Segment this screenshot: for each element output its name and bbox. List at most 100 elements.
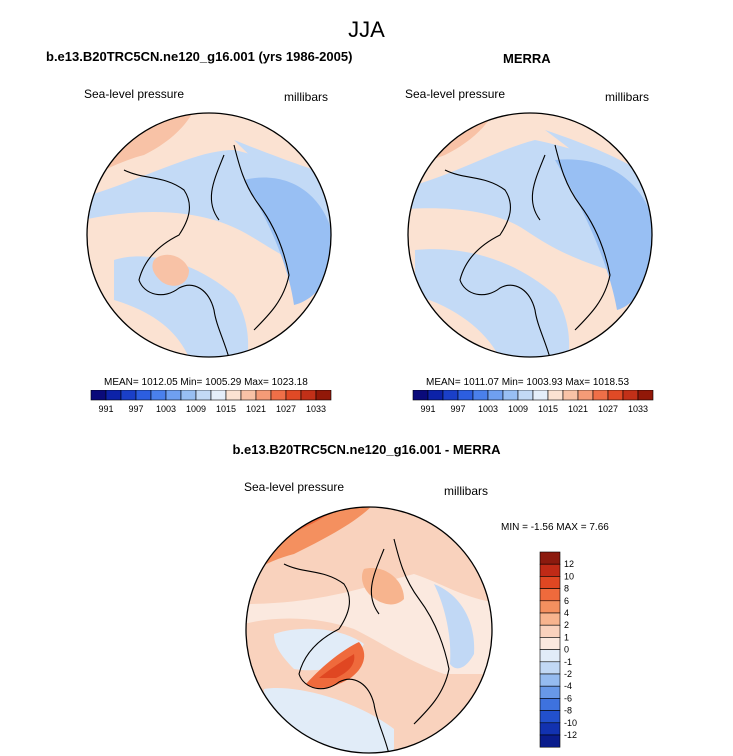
panel-3-colorbar-tick-12: -8 <box>564 706 572 716</box>
panel-2-colorbar-tick-2: 1003 <box>478 404 498 414</box>
panel-1-colorbar-tick-5: 1021 <box>246 404 266 414</box>
panel-3-colorbar-box-2 <box>539 576 561 589</box>
panel-3-stats: MIN = -1.56 MAX = 7.66 <box>501 522 609 533</box>
panel-2-colorbar-box-9 <box>547 390 564 401</box>
panel-3-colorbar-box-9 <box>539 661 561 675</box>
panel-2-colorbar-box-2 <box>442 390 459 401</box>
panel-1-colorbar-box-0 <box>90 390 107 401</box>
panel-2-units-label: millibars <box>605 90 650 104</box>
panel-1-colorbar-box-1 <box>105 390 122 401</box>
panel-2-colorbar-tick-0: 991 <box>420 404 435 414</box>
panel-3-colorbar-tick-8: -1 <box>564 657 572 667</box>
panel-1-band-high-3 <box>152 254 189 286</box>
panel-2-colorbar-tick-6: 1027 <box>598 404 618 414</box>
panel-3-colorbar-box-0 <box>539 551 561 565</box>
panel-2-colorbar-box-7 <box>517 390 534 401</box>
panel-2-colorbar-box-10 <box>562 390 579 401</box>
panel-3-colorbar-tick-14: -12 <box>564 730 577 740</box>
panel-1-colorbar-tick-4: 1015 <box>216 404 236 414</box>
panel-3-colorbar-box-6 <box>539 624 561 638</box>
panel-3-colorbar-tick-3: 6 <box>564 596 569 606</box>
panel-3-colorbar-box-13 <box>539 710 561 724</box>
panel-3-map-border <box>245 506 493 754</box>
panel-3-colorbar-box-8 <box>539 649 561 663</box>
panel-3-colorbar-tick-4: 4 <box>564 608 569 618</box>
panel-3-colorbar-tick-11: -6 <box>564 693 572 703</box>
panel-1-field-label: Sea-level pressure <box>84 87 185 101</box>
panel-2-colorbar-tick-7: 1033 <box>628 404 648 414</box>
panel-1-colorbar-box-2 <box>120 390 137 401</box>
panel-3-colorbar-box-7 <box>539 637 561 650</box>
panel-1-colorbar-box-8 <box>210 390 227 401</box>
panel-3-colorbar-tick-2: 8 <box>564 584 569 594</box>
panel-1-colorbar-box-5 <box>165 390 182 401</box>
panel-3-colorbar-box-3 <box>539 588 561 602</box>
panel-3-band-pos-5 <box>319 654 355 678</box>
panel-1-colorbar-box-3 <box>135 390 152 401</box>
panel-2-stats: MEAN= 1011.07 Min= 1003.93 Max= 1018.53 <box>426 377 630 388</box>
panel-2-colorbar-tick-1: 997 <box>450 404 465 414</box>
panel-2-colorbar-box-5 <box>487 390 504 401</box>
panel-2-colorbar-box-3 <box>457 390 474 401</box>
panel-2-colorbar-box-4 <box>472 390 489 401</box>
panel-1-band-low-4 <box>114 256 249 357</box>
panel-3-polar-map <box>245 506 493 754</box>
panel-2-colorbar: 991 997 1003 1009 1015 1021 1027 1033 <box>412 390 654 414</box>
panel-1-colorbar-box-15 <box>315 390 332 401</box>
panel-2-colorbar-box-11 <box>577 390 594 401</box>
panel-1-colorbar-tick-3: 1009 <box>186 404 206 414</box>
panel-3-colorbar-box-15 <box>539 734 561 748</box>
panel-3-band-neg <box>434 584 475 669</box>
panel-3-colorbar-box-12 <box>539 698 561 711</box>
panel-3-units-label: millibars <box>444 484 489 498</box>
panel-3-colorbar-tick-13: -10 <box>564 718 577 728</box>
panel-1-title: b.e13.B20TRC5CN.ne120_g16.001 (yrs 1986-… <box>46 49 353 64</box>
panel-3-colorbar-tick-6: 1 <box>564 632 569 642</box>
panel-3-colorbar-box-10 <box>539 673 561 687</box>
panel-1-band-low-2 <box>234 140 331 357</box>
panel-2-map-border <box>407 112 653 358</box>
panel-3-colorbar-tick-7: 0 <box>564 645 569 655</box>
panel-1-colorbar-box-12 <box>270 390 287 401</box>
panel-3-band-pos-3 <box>361 568 404 605</box>
panel-2-colorbar-tick-5: 1021 <box>568 404 588 414</box>
panel-3-colorbar-box-14 <box>539 722 561 736</box>
panel-2-colorbar-box-0 <box>412 390 429 401</box>
panel-1-colorbar-box-6 <box>180 390 197 401</box>
panel-2-colorbar-box-12 <box>592 390 609 401</box>
panel-1-colorbar-tick-6: 1027 <box>276 404 296 414</box>
panel-2-field-label: Sea-level pressure <box>405 87 506 101</box>
panel-1-colorbar-tick-7: 1033 <box>306 404 326 414</box>
panel-3-colorbar-tick-9: -2 <box>564 669 572 679</box>
panel-2-colorbar-box-1 <box>427 390 444 401</box>
panel-2-band-low-3 <box>555 159 652 310</box>
panel-1-colorbar-box-4 <box>150 390 167 401</box>
panel-3-colorbar-box-1 <box>539 563 561 577</box>
panel-1-colorbar-box-9 <box>225 390 242 401</box>
panel-3-colorbar-box-4 <box>539 600 561 614</box>
panel-1-colorbar-box-7 <box>195 390 212 401</box>
panel-2-colorbar-box-8 <box>532 390 549 401</box>
panel-2-title: MERRA <box>503 51 551 66</box>
panel-1-colorbar-box-13 <box>285 390 302 401</box>
panel-2-colorbar-tick-3: 1009 <box>508 404 528 414</box>
panel-3-field-label: Sea-level pressure <box>244 480 345 494</box>
panel-3-colorbar-tick-0: 12 <box>564 559 574 569</box>
panel-3-colorbar-box-5 <box>539 612 561 626</box>
panel-1-colorbar-box-14 <box>300 390 317 401</box>
panel-1-colorbar-box-10 <box>240 390 257 401</box>
panel-2-colorbar-box-14 <box>622 390 639 401</box>
panel-1-units-label: millibars <box>284 90 329 104</box>
panel-2-band-low-4 <box>415 249 570 357</box>
panel-1-colorbar-box-11 <box>255 390 272 401</box>
panel-1-band-low-3 <box>244 177 331 305</box>
panel-1-colorbar-tick-1: 997 <box>128 404 143 414</box>
panel-3-colorbar-tick-10: -4 <box>564 681 572 691</box>
panel-2-colorbar-box-15 <box>637 390 654 401</box>
panel-3-colorbar-tick-5: 2 <box>564 620 569 630</box>
panel-2-colorbar-box-13 <box>607 390 624 401</box>
panel-1-colorbar: 991 997 1003 1009 1015 1021 1027 1033 <box>90 390 332 414</box>
panel-1-stats: MEAN= 1012.05 Min= 1005.29 Max= 1023.18 <box>104 377 308 388</box>
panel-3-band-pos-4 <box>306 642 365 689</box>
